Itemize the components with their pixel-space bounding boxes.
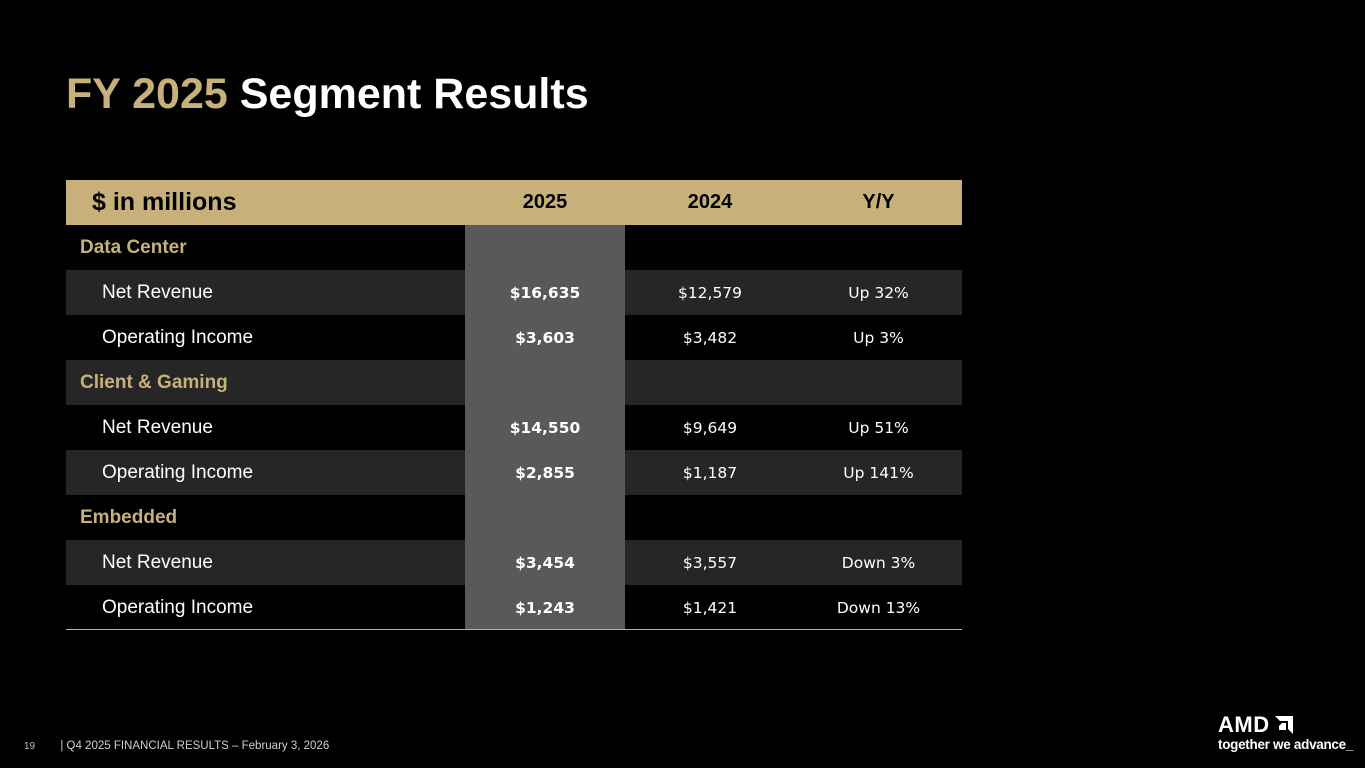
value-2024: $3,482: [682, 328, 738, 347]
row-label: Operating Income: [102, 326, 254, 348]
amd-logo: AMD together we advance_: [1218, 712, 1353, 757]
value-yy: [795, 360, 962, 405]
value-2024: $1,187: [682, 463, 738, 482]
header-2024: 2024: [687, 191, 733, 213]
title-accent: FY 2025: [66, 70, 228, 118]
value-yy: Down 13%: [836, 598, 921, 617]
value-yy: Up 141%: [843, 463, 914, 482]
row-label: Net Revenue: [102, 551, 213, 573]
value-2024: $1,421: [682, 598, 738, 617]
section-label: Client & Gaming: [80, 371, 228, 393]
footer-text: | Q4 2025 FINANCIAL RESULTS – February 3…: [60, 740, 330, 752]
value-2024: $12,579: [677, 283, 743, 302]
header-2025: 2025: [522, 191, 568, 213]
value-2024: [625, 360, 795, 405]
table-row: Operating Income $3,603 $3,482 Up 3%: [66, 315, 962, 360]
value-2025: $2,855: [465, 450, 625, 495]
value-yy: [795, 495, 962, 540]
logo-tagline: together we advance_: [1218, 737, 1354, 752]
page-title: FY 2025 Segment Results: [66, 70, 589, 119]
row-label: Operating Income: [102, 596, 254, 618]
value-2025: $3,603: [465, 315, 625, 360]
section-label: Data Center: [80, 236, 187, 258]
header-label: $ in millions: [92, 188, 237, 216]
segment-results-table: $ in millions 2025 2024 Y/Y Data Center …: [66, 180, 962, 630]
value-2025: $1,243: [465, 585, 625, 630]
footer: 19 | Q4 2025 FINANCIAL RESULTS – Februar…: [24, 740, 329, 752]
table-row: Client & Gaming: [66, 360, 962, 405]
section-label: Embedded: [80, 506, 178, 528]
value-yy: [795, 225, 962, 270]
table-bottom-rule: [66, 629, 962, 630]
value-2025: [465, 225, 625, 270]
row-label: Net Revenue: [102, 281, 213, 303]
title-main: Segment Results: [239, 70, 589, 118]
value-yy: Up 3%: [853, 328, 904, 347]
logo-brand: AMD: [1218, 712, 1270, 737]
amd-arrow-icon: [1275, 716, 1293, 734]
table-header-row: $ in millions 2025 2024 Y/Y: [66, 180, 962, 225]
row-label: Operating Income: [102, 461, 254, 483]
table-row: Operating Income $1,243 $1,421 Down 13%: [66, 585, 962, 630]
value-2025: $16,635: [465, 270, 625, 315]
table-row: Data Center: [66, 225, 962, 270]
value-2024: [625, 225, 795, 270]
value-2025: $14,550: [465, 405, 625, 450]
value-yy: Up 51%: [848, 418, 909, 437]
value-2025: $3,454: [465, 540, 625, 585]
value-2024: [625, 495, 795, 540]
value-yy: Down 3%: [841, 553, 916, 572]
table-row: Operating Income $2,855 $1,187 Up 141%: [66, 450, 962, 495]
value-2024: $9,649: [682, 418, 738, 437]
value-2024: $3,557: [682, 553, 738, 572]
row-label: Net Revenue: [102, 416, 213, 438]
header-yy: Y/Y: [862, 191, 895, 213]
table-row: Net Revenue $16,635 $12,579 Up 32%: [66, 270, 962, 315]
table-row: Net Revenue $3,454 $3,557 Down 3%: [66, 540, 962, 585]
value-yy: Up 32%: [848, 283, 909, 302]
value-2025: [465, 360, 625, 405]
table-row: Net Revenue $14,550 $9,649 Up 51%: [66, 405, 962, 450]
page-number: 19: [24, 741, 36, 752]
value-2025: [465, 495, 625, 540]
table-row: Embedded: [66, 495, 962, 540]
